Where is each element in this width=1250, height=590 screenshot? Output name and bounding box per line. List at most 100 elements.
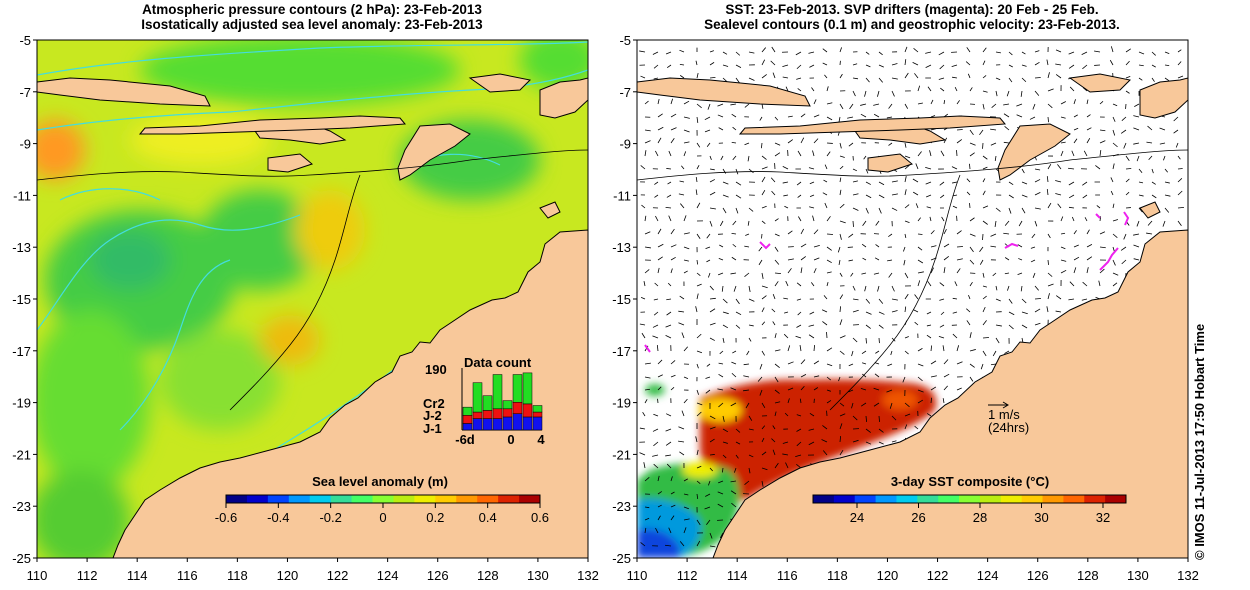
- drifter-tracks: [644, 211, 1130, 353]
- data-count-bar-j1: [512, 413, 523, 431]
- imos-credit: © IMOS 11-Jul-2013 17:50 Hobart Time: [1192, 323, 1207, 560]
- colorbar-swatch: [917, 495, 939, 503]
- data-count-bar-j2: [472, 411, 483, 419]
- colorbar-swatch: [1042, 495, 1064, 503]
- legend-j2: J-2: [423, 408, 442, 423]
- lon-label: 110: [627, 568, 648, 583]
- lon-label: 132: [1177, 568, 1199, 583]
- lat-label: -23: [612, 499, 631, 514]
- left-colorbar-tick: -0.4: [267, 510, 289, 525]
- map-axes: -5 -7 -9 -11 -13 -15 -17 -19 -21 -23 -25 110 112 114 1…: [12, 33, 1199, 583]
- colorbar-swatch: [1105, 495, 1127, 503]
- lon-label: 116: [777, 568, 798, 583]
- data-count-bar-j1: [522, 416, 533, 431]
- data-count-bar-cr2: [502, 400, 513, 410]
- colorbar-swatch: [393, 495, 415, 503]
- lon-label: 120: [277, 568, 299, 583]
- left-title-line1: Atmospheric pressure contours (2 hPa): 2…: [142, 2, 482, 17]
- lon-label: 130: [527, 568, 549, 583]
- left-colorbar-tick: -0.2: [319, 510, 341, 525]
- colorbar-swatch: [456, 495, 478, 503]
- data-count-bar-j2: [512, 402, 523, 414]
- lon-label: 118: [227, 568, 248, 583]
- lon-label: 110: [27, 568, 48, 583]
- lat-label: -25: [12, 551, 31, 566]
- lat-label: -17: [12, 344, 31, 359]
- lon-label: 122: [927, 568, 949, 583]
- seabed-contour: [37, 149, 588, 411]
- data-count-max: 190: [425, 362, 447, 377]
- data-count-bar-j1: [492, 418, 503, 431]
- colorbar-swatch: [498, 495, 520, 503]
- colorbar-swatch: [813, 495, 835, 503]
- data-count-bar-j2: [532, 411, 543, 418]
- data-count-bar-cr2: [512, 374, 523, 403]
- colorbar-swatch: [1084, 495, 1106, 503]
- lon-label: 112: [77, 568, 98, 583]
- lat-label: -11: [613, 188, 631, 203]
- colorbar-swatch: [330, 495, 353, 503]
- right-land: [637, 73, 1188, 558]
- left-colorbar-tick: 0: [379, 510, 386, 525]
- left-map: [37, 40, 588, 558]
- colorbar-swatch: [938, 495, 960, 503]
- colorbar-swatch: [854, 495, 877, 503]
- left-colorbar: Sea level anomaly (m) -0.6 -0.4 -0.2 0 0.2 0.…: [215, 474, 549, 525]
- data-count-inset: Data count 190 Cr2 J-2 J-1 -6d 0 4: [423, 355, 545, 447]
- data-count-bar-cr2: [492, 374, 503, 410]
- right-colorbar-tick: 26: [911, 510, 925, 525]
- lat-label: -15: [12, 292, 31, 307]
- colorbar-swatch: [1063, 495, 1085, 503]
- lat-label: -9: [19, 137, 31, 152]
- data-count-title: Data count: [464, 355, 532, 370]
- lat-label: -23: [12, 499, 31, 514]
- lon-label: 130: [1127, 568, 1149, 583]
- lon-label: 128: [477, 568, 499, 583]
- colorbar-swatch: [1021, 495, 1044, 503]
- lat-label: -13: [612, 240, 631, 255]
- lon-label: 114: [127, 568, 148, 583]
- data-count-bar-cr2: [472, 382, 483, 413]
- colorbar-swatch: [435, 495, 457, 503]
- data-count-bar-j2: [502, 408, 513, 418]
- lat-label: -7: [19, 85, 31, 100]
- lon-label: 124: [377, 568, 399, 583]
- velocity-scale-label: 1 m/s: [988, 407, 1020, 422]
- data-count-bar-j2: [462, 415, 473, 424]
- sst-field: [637, 379, 937, 558]
- right-colorbar-title: 3-day SST composite (°C): [891, 474, 1049, 489]
- colorbar-swatch: [267, 495, 290, 503]
- colorbar-swatch: [875, 495, 897, 503]
- colorbar-swatch: [351, 495, 374, 503]
- lon-label: 118: [827, 568, 848, 583]
- right-colorbar-tick: 30: [1034, 510, 1048, 525]
- data-count-bar-j1: [472, 418, 483, 431]
- lat-label: -15: [612, 292, 631, 307]
- lon-label: 120: [877, 568, 899, 583]
- data-count-bar-cr2: [522, 372, 533, 405]
- lon-label: 126: [1027, 568, 1049, 583]
- right-title-line2: Sealevel contours (0.1 m) and geostrophi…: [704, 17, 1120, 32]
- colorbar-swatch: [1000, 495, 1023, 503]
- right-title: SST: 23-Feb-2013. SVP drifters (magenta)…: [637, 2, 1187, 32]
- right-title-line1: SST: 23-Feb-2013. SVP drifters (magenta)…: [725, 2, 1099, 17]
- data-count-bar-j1: [462, 423, 473, 431]
- lat-label: -21: [612, 447, 631, 462]
- left-colorbar-tick: -0.6: [215, 510, 237, 525]
- colorbar-swatch: [477, 495, 499, 503]
- lat-label: -11: [13, 188, 31, 203]
- data-count-bar-j2: [482, 410, 493, 419]
- lon-label: 112: [677, 568, 698, 583]
- data-count-bar-j1: [482, 418, 493, 431]
- right-map: 1 m/s (24hrs): [637, 40, 1188, 558]
- data-count-bar-j2: [522, 403, 533, 418]
- colorbar-swatch: [414, 495, 436, 503]
- xtick-end: 4: [537, 432, 545, 447]
- lat-label: -19: [612, 396, 631, 411]
- xtick-zero: 0: [507, 432, 514, 447]
- lat-label: -21: [12, 447, 31, 462]
- colorbar-swatch: [309, 495, 332, 503]
- data-count-bar-j1: [532, 416, 543, 431]
- colorbar-swatch: [959, 495, 981, 503]
- lat-label: -17: [612, 344, 631, 359]
